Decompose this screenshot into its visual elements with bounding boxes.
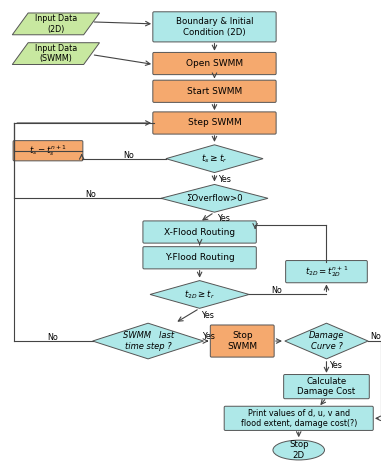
FancyBboxPatch shape [284,375,369,399]
Text: Y-Flood Routing: Y-Flood Routing [165,253,234,262]
Text: Yes: Yes [217,213,230,223]
Text: X-Flood Routing: X-Flood Routing [164,227,235,236]
Text: Stop
2D: Stop 2D [289,440,309,460]
Text: Stop
SWMM: Stop SWMM [227,331,257,351]
Text: Step SWMM: Step SWMM [188,119,241,127]
Text: No: No [371,332,381,340]
FancyBboxPatch shape [210,325,274,357]
FancyBboxPatch shape [153,52,276,75]
FancyBboxPatch shape [224,406,373,431]
Ellipse shape [273,440,324,460]
FancyBboxPatch shape [153,112,276,134]
Text: Boundary & Initial
Condition (2D): Boundary & Initial Condition (2D) [176,17,253,36]
Polygon shape [150,281,249,308]
Text: Print values of d, u, v and
flood extent, damage cost(?): Print values of d, u, v and flood extent… [241,409,357,428]
Text: $t_s = t_s^{n+1}$: $t_s = t_s^{n+1}$ [29,143,67,158]
Text: No: No [272,286,282,295]
Text: Input Data
(SWMM): Input Data (SWMM) [35,44,77,64]
Polygon shape [166,145,263,172]
FancyBboxPatch shape [153,80,276,102]
Text: ΣOverflow>0: ΣOverflow>0 [186,194,243,203]
Text: Damage
Curve ?: Damage Curve ? [309,331,344,351]
Text: Yes: Yes [329,361,342,370]
Text: SWMM   last
time step ?: SWMM last time step ? [123,331,173,351]
FancyBboxPatch shape [286,261,367,283]
Text: Start SWMM: Start SWMM [187,87,242,96]
Polygon shape [161,184,268,212]
FancyBboxPatch shape [153,12,276,42]
Text: $t_{2D} = t_{2D}^{n+1}$: $t_{2D} = t_{2D}^{n+1}$ [305,264,348,279]
Polygon shape [285,323,368,359]
Text: No: No [47,333,58,341]
Polygon shape [93,323,204,359]
Text: No: No [123,151,134,160]
FancyBboxPatch shape [143,247,256,269]
Text: $t_s \geq t_r$: $t_s \geq t_r$ [201,152,228,165]
Polygon shape [12,42,100,64]
Text: Yes: Yes [201,311,214,320]
Text: No: No [85,190,96,199]
Text: Input Data
(2D): Input Data (2D) [35,14,77,34]
Text: Yes: Yes [202,332,215,340]
Text: Open SWMM: Open SWMM [186,59,243,68]
Text: Calculate
Damage Cost: Calculate Damage Cost [297,377,355,396]
Polygon shape [12,13,100,35]
Text: $t_{2D} \geq t_r$: $t_{2D} \geq t_r$ [184,288,215,301]
Text: Yes: Yes [218,175,231,184]
FancyBboxPatch shape [13,141,83,161]
FancyBboxPatch shape [143,221,256,243]
